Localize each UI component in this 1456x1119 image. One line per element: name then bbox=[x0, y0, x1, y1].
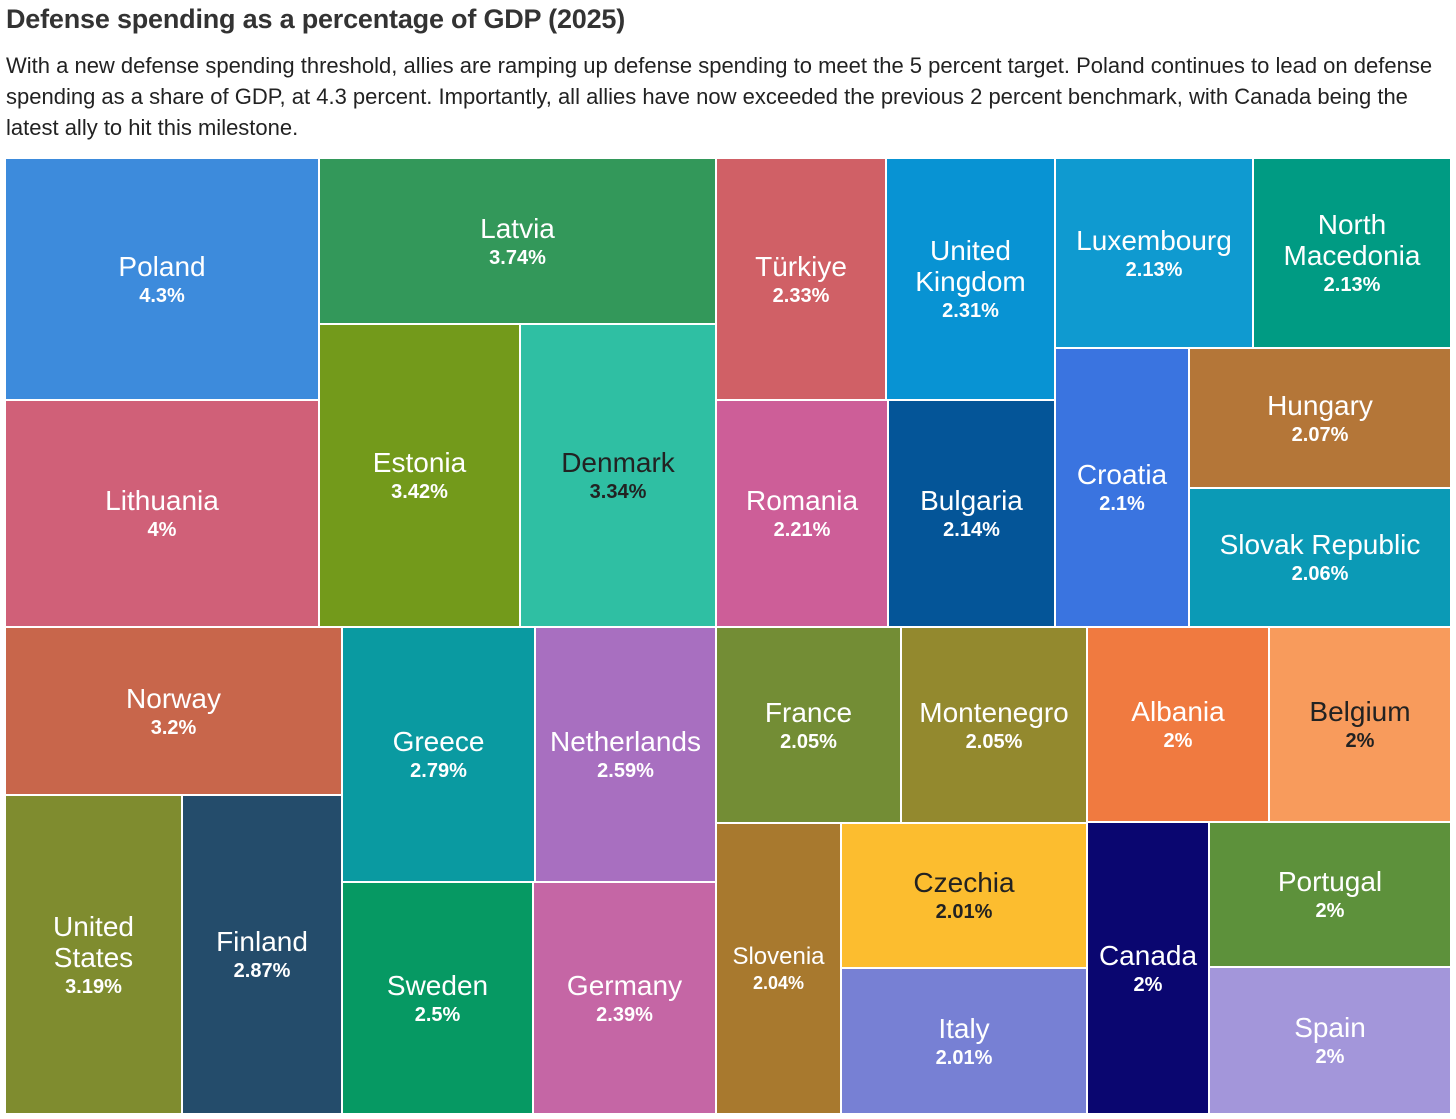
cell-label: Lithuania bbox=[105, 485, 219, 516]
treemap-cell-germany: Germany 2.39% bbox=[533, 882, 716, 1114]
cell-value: 2.5% bbox=[414, 1003, 461, 1026]
treemap-cell-portugal: Portugal 2% bbox=[1209, 822, 1451, 967]
treemap-cell-belgium: Belgium 2% bbox=[1269, 627, 1451, 822]
cell-label: Türkiye bbox=[755, 250, 847, 282]
cell-label: Bulgaria bbox=[920, 485, 1023, 516]
treemap-cell-romania: Romania 2.21% bbox=[716, 400, 888, 627]
cell-value: 2.14% bbox=[943, 519, 1000, 541]
chart-subtitle: With a new defense spending threshold, a… bbox=[6, 53, 1433, 140]
cell-value: 2% bbox=[1315, 1046, 1345, 1068]
cell-label: Canada bbox=[1098, 939, 1198, 971]
treemap-cell-canada: Canada 2% bbox=[1087, 822, 1209, 1114]
cell-label: Germany bbox=[566, 969, 683, 1001]
cell-value: 3.34% bbox=[589, 481, 647, 503]
cell-label: Greece bbox=[392, 726, 485, 757]
treemap-cell-albania: Albania 2% bbox=[1087, 627, 1269, 822]
cell-value: 2% bbox=[1315, 900, 1345, 922]
cell-label: Latvia bbox=[480, 212, 555, 244]
cell-value: 3.2% bbox=[150, 716, 197, 739]
treemap-cell-norway: Norway 3.2% bbox=[5, 627, 342, 795]
cell-value: 2.13% bbox=[1323, 274, 1381, 296]
cell-label: Estonia bbox=[372, 447, 467, 478]
cell-value: 2.05% bbox=[965, 730, 1023, 753]
cell-label: Luxembourg bbox=[1076, 224, 1232, 256]
cell-label: Slovenia bbox=[732, 943, 825, 970]
cell-label: Albania bbox=[1131, 696, 1225, 727]
cell-value: 2.39% bbox=[596, 1003, 653, 1026]
cell-value: 2.05% bbox=[780, 730, 837, 753]
cell-value: 2.01% bbox=[935, 901, 993, 923]
treemap-cell-estonia: Estonia 3.42% bbox=[319, 324, 520, 627]
cell-label: Italy bbox=[938, 1012, 990, 1044]
cell-label: Czechia bbox=[913, 867, 1015, 898]
cell-label: United States bbox=[53, 910, 134, 973]
cell-label: Slovak Republic bbox=[1219, 529, 1421, 560]
treemap-cell-lithuania: Lithuania 4% bbox=[5, 400, 319, 627]
cell-label: France bbox=[764, 696, 853, 728]
treemap-cell-netherlands: Netherlands 2.59% bbox=[535, 627, 716, 882]
cell-value: 2% bbox=[1345, 730, 1375, 752]
cell-value: 2% bbox=[1163, 730, 1193, 752]
cell-value: 2.04% bbox=[752, 973, 805, 993]
treemap-cell-spain: Spain 2% bbox=[1209, 967, 1451, 1114]
treemap-cell-montenegro: Montenegro 2.05% bbox=[901, 627, 1087, 823]
treemap-cell-denmark: Denmark 3.34% bbox=[520, 324, 716, 627]
treemap-cell-luxembourg: Luxembourg 2.13% bbox=[1055, 158, 1253, 348]
cell-value: 2.07% bbox=[1291, 423, 1349, 446]
treemap-cell-croatia: Croatia 2.1% bbox=[1055, 348, 1189, 627]
cell-value: 2.31% bbox=[942, 300, 999, 322]
cell-value: 3.19% bbox=[65, 975, 122, 998]
chart-title: Defense spending as a percentage of GDP … bbox=[6, 4, 626, 34]
cell-value: 4% bbox=[147, 519, 177, 541]
cell-value: 2.33% bbox=[772, 284, 830, 307]
cell-label: Poland bbox=[118, 250, 206, 282]
cell-value: 2% bbox=[1133, 973, 1163, 996]
cell-label: Hungary bbox=[1267, 389, 1373, 421]
treemap-cell-bulgaria: Bulgaria 2.14% bbox=[888, 400, 1055, 627]
cell-label: Spain bbox=[1294, 1012, 1366, 1043]
cell-label: Romania bbox=[745, 485, 859, 516]
cell-label: Sweden bbox=[386, 969, 489, 1001]
treemap: Poland 4.3% Lithuania 4% Latvia 3.74% Estonia 3… bbox=[5, 158, 1451, 1114]
cell-value: 2.01% bbox=[935, 1046, 993, 1069]
cell-value: 2.87% bbox=[233, 960, 291, 982]
cell-value: 2.1% bbox=[1099, 493, 1145, 515]
cell-value: 3.42% bbox=[391, 481, 448, 503]
cell-label: Croatia bbox=[1076, 459, 1168, 490]
treemap-cell-slovenia: Slovenia 2.04% bbox=[716, 823, 841, 1114]
treemap-cell-czechia: Czechia 2.01% bbox=[841, 823, 1087, 968]
cell-value: 2.13% bbox=[1125, 258, 1183, 281]
treemap-cell-greece: Greece 2.79% bbox=[342, 627, 535, 882]
cell-value: 2.06% bbox=[1291, 563, 1349, 585]
cell-label: Netherlands bbox=[550, 726, 701, 757]
cell-label: Belgium bbox=[1309, 696, 1411, 727]
cell-value: 3.74% bbox=[489, 246, 546, 269]
cell-label: Montenegro bbox=[919, 696, 1069, 728]
treemap-cell-sweden: Sweden 2.5% bbox=[342, 882, 533, 1114]
cell-label: North Macedonia bbox=[1283, 209, 1421, 271]
cell-label: Finland bbox=[216, 926, 308, 957]
treemap-cell-united-states: United States 3.19% bbox=[5, 795, 182, 1114]
treemap-cell-france: France 2.05% bbox=[716, 627, 901, 823]
cell-value: 2.21% bbox=[773, 519, 831, 541]
cell-value: 2.59% bbox=[597, 760, 654, 782]
treemap-cell-latvia: Latvia 3.74% bbox=[319, 158, 716, 324]
cell-label: Norway bbox=[126, 682, 221, 714]
treemap-cell-turkiye: Türkiye 2.33% bbox=[716, 158, 886, 400]
treemap-cell-slovak-republic: Slovak Republic 2.06% bbox=[1189, 488, 1451, 627]
treemap-cell-united-kingdom: United Kingdom 2.31% bbox=[886, 158, 1055, 400]
cell-label: United Kingdom bbox=[915, 235, 1026, 297]
cell-value: 2.79% bbox=[410, 760, 467, 782]
treemap-cell-hungary: Hungary 2.07% bbox=[1189, 348, 1451, 488]
treemap-cell-north-macedonia: North Macedonia 2.13% bbox=[1253, 158, 1451, 348]
cell-label: Denmark bbox=[561, 447, 675, 478]
treemap-cell-poland: Poland 4.3% bbox=[5, 158, 319, 400]
treemap-cell-finland: Finland 2.87% bbox=[182, 795, 342, 1114]
cell-label: Portugal bbox=[1277, 866, 1383, 897]
treemap-cell-italy: Italy 2.01% bbox=[841, 968, 1087, 1114]
cell-value: 4.3% bbox=[139, 284, 185, 307]
